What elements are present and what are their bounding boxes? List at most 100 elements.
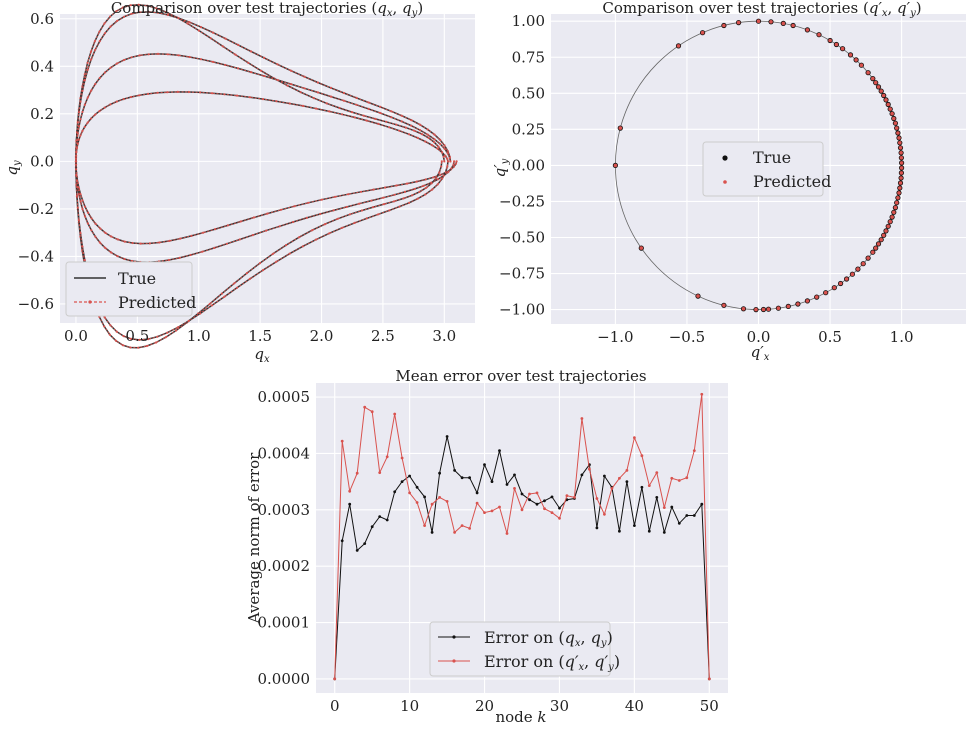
predicted-point [893,121,898,125]
predicted-point [202,231,205,234]
predicted-point [452,163,455,166]
predicted-point [350,111,353,114]
series-2-point [400,456,404,460]
series-1-point [378,515,382,518]
predicted-point [722,303,726,308]
x-tick-label: 0.5 [818,328,842,346]
series-1-point [647,529,651,533]
predicted-point [362,114,365,117]
series-2-point [513,487,516,490]
predicted-point [786,304,791,309]
predicted-point [324,223,327,226]
series-1-point [580,473,584,477]
predicted-point [288,102,291,105]
predicted-point [329,86,333,89]
predicted-point [320,198,323,201]
predicted-point [75,173,78,176]
predicted-point [871,250,875,254]
predicted-point [90,58,93,61]
series-2-point [625,469,629,472]
predicted-point [861,261,865,266]
predicted-point [360,209,363,212]
predicted-point [415,180,418,183]
predicted-point [866,70,870,75]
predicted-point [288,252,291,255]
predicted-point [103,32,106,35]
predicted-point [90,229,93,232]
predicted-point [441,151,444,154]
y-axis-label: qy [3,160,23,176]
predicted-point [147,92,150,95]
predicted-point [372,188,375,191]
predicted-point [400,114,403,117]
predicted-point [420,133,423,136]
predicted-point [83,78,86,82]
predicted-point [898,186,902,190]
predicted-point [86,222,89,225]
predicted-point [832,285,837,290]
predicted-point [859,63,864,67]
predicted-point [213,246,216,249]
series-2-point [692,449,696,452]
predicted-point [388,209,391,212]
predicted-point [886,102,890,107]
predicted-point [848,53,853,57]
predicted-point [74,157,78,160]
predicted-point [876,242,881,246]
predicted-point [447,171,450,174]
y-tick-label: −0.25 [499,192,545,210]
predicted-point [425,186,428,189]
series-2-point [505,532,509,535]
predicted-point [338,106,341,110]
predicted-point [888,107,892,111]
predicted-point [178,256,181,259]
predicted-point [211,31,215,34]
y-axis-label: Average norm of error [245,452,263,624]
predicted-point [165,11,168,14]
predicted-point [838,281,843,286]
predicted-point [393,193,396,196]
series-2-point [595,497,599,500]
legend: True Predicted [65,261,196,317]
predicted-point [247,61,250,64]
predicted-point [98,30,101,33]
predicted-point [455,160,458,163]
predicted-point [886,224,890,229]
predicted-point [828,38,832,43]
predicted-point [90,89,93,92]
series-2-point [393,412,397,416]
predicted-point [248,96,251,99]
x-tick-label: 2.0 [310,327,334,345]
predicted-point [766,307,771,312]
x-tick-labels: −1.0 −0.5 0.0 0.5 1.0 [597,328,913,346]
predicted-point [385,120,388,123]
predicted-point [86,96,89,99]
predicted-point [147,53,150,56]
predicted-point [86,68,89,71]
predicted-point [814,295,819,299]
series-1-point [603,474,606,478]
predicted-point [166,331,169,334]
predicted-point [439,173,442,176]
predicted-point [156,91,159,94]
predicted-point [348,213,352,216]
y-tick-label: −0.50 [499,228,545,246]
series-1-point [640,485,644,489]
predicted-point [736,20,741,25]
predicted-point [275,100,278,103]
series-2-point [647,484,651,487]
series-1-point [385,518,389,522]
predicted-point [77,125,81,128]
y-tick-label: −0.4 [18,247,54,265]
predicted-point [405,182,409,185]
predicted-point [108,333,111,336]
predicted-point [410,124,413,127]
predicted-point [235,94,239,97]
predicted-point [235,286,239,289]
predicted-point [436,178,440,181]
predicted-point [116,238,119,241]
y-tick-labels: −1.00 −0.75 −0.50 −0.25 0.00 0.25 0.50 0.75 1.00 [499,12,545,318]
predicted-point [370,199,373,202]
predicted-point [90,117,93,120]
series-1-point [483,463,486,467]
